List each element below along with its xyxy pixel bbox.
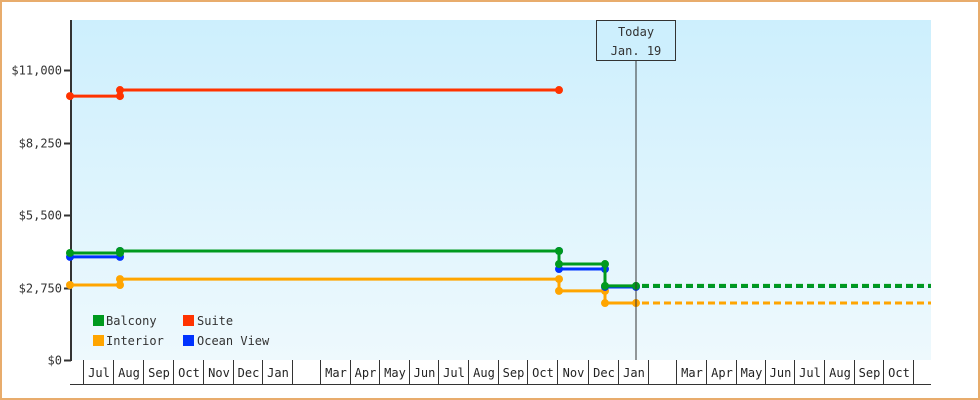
x-month-label: Dec <box>593 366 615 380</box>
x-month-label: Mar <box>681 366 703 380</box>
data-point-balcony[interactable] <box>555 246 563 255</box>
x-month-label: Nov <box>208 366 230 380</box>
y-tick-label: $5,500 <box>19 209 62 223</box>
legend-swatch-ocean-view <box>183 335 194 346</box>
x-month-label: Dec <box>238 366 260 380</box>
y-tick-label: $2,750 <box>19 282 62 296</box>
y-tick-label: $0 <box>48 354 62 368</box>
x-month-label: Jan <box>267 366 289 380</box>
plot-area <box>72 20 931 360</box>
today-marker: Today Jan. 19 <box>596 20 676 360</box>
data-point-suite[interactable] <box>555 86 563 95</box>
x-month-label: May <box>741 366 763 380</box>
legend-swatch-suite <box>183 315 194 326</box>
data-point-interior[interactable] <box>555 275 563 284</box>
x-month-label: Jun <box>414 366 436 380</box>
data-point-suite[interactable] <box>116 86 124 95</box>
x-month-label: Apr <box>355 366 377 380</box>
y-axis: $0 $2,750 $5,500 $8,250 $11,000 <box>11 20 72 368</box>
x-month-label: Jun <box>770 366 792 380</box>
x-month-label: Oct <box>532 366 554 380</box>
data-point-interior[interactable] <box>555 286 563 295</box>
legend: Balcony Suite Interior Ocean View <box>93 314 270 348</box>
y-tick-label: $8,250 <box>19 137 62 151</box>
x-month-label: Oct <box>178 366 200 380</box>
x-month-label: Jul <box>799 366 821 380</box>
x-month-label: Jan <box>623 366 645 380</box>
data-point-balcony[interactable] <box>555 260 563 269</box>
legend-swatch-balcony <box>93 315 104 326</box>
x-axis: Jul Aug Sep Oct Nov Dec Jan Mar Apr May Jun Jul Aug S… <box>70 360 931 385</box>
x-month-label: Sep <box>503 366 525 380</box>
x-month-label: Aug <box>118 366 140 380</box>
data-point-suite[interactable] <box>116 92 124 101</box>
data-point-balcony[interactable] <box>601 260 609 269</box>
data-point-balcony[interactable] <box>601 281 609 290</box>
legend-label-suite: Suite <box>197 314 233 328</box>
x-month-label: Aug <box>473 366 495 380</box>
today-box <box>596 20 676 61</box>
x-month-label: Jul <box>443 366 465 380</box>
x-month-label: Aug <box>829 366 851 380</box>
legend-label-interior: Interior <box>106 334 164 348</box>
x-month-label: Apr <box>711 366 733 380</box>
data-point-interior[interactable] <box>116 275 124 284</box>
x-month-label: Sep <box>859 366 881 380</box>
data-point-interior[interactable] <box>601 299 609 308</box>
x-month-label: May <box>384 366 406 380</box>
series-layer <box>66 86 931 308</box>
x-month-label: Jul <box>88 366 110 380</box>
legend-swatch-interior <box>93 335 104 346</box>
data-point-suite[interactable] <box>66 92 74 101</box>
legend-label-balcony: Balcony <box>106 314 157 328</box>
x-month-label: Nov <box>563 366 585 380</box>
x-month-label: Sep <box>148 366 170 380</box>
x-month-label: Oct <box>888 366 910 380</box>
data-point-interior[interactable] <box>116 280 124 289</box>
y-tick-label: $11,000 <box>11 64 62 78</box>
data-point-balcony[interactable] <box>116 246 124 255</box>
data-point-interior[interactable] <box>66 280 74 289</box>
legend-label-ocean-view: Ocean View <box>197 334 270 348</box>
x-month-label: Mar <box>325 366 347 380</box>
data-point-balcony[interactable] <box>66 248 74 257</box>
today-label: Today <box>618 25 654 39</box>
today-date: Jan. 19 <box>611 44 662 58</box>
